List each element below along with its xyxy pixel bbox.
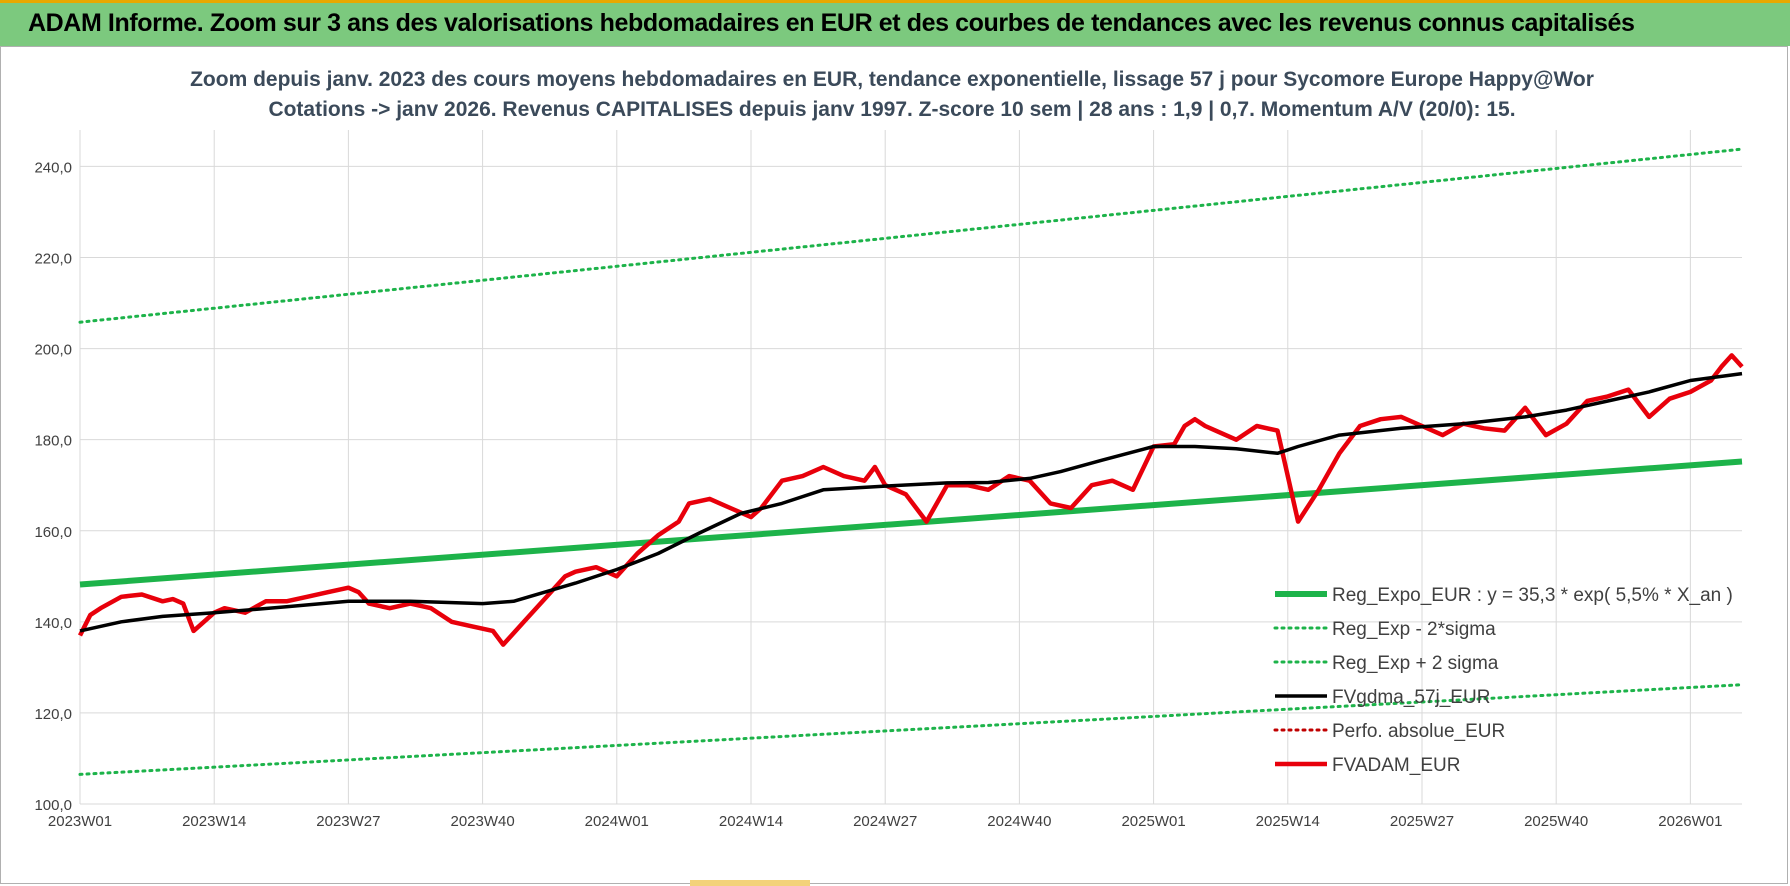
x-tick-label: 2023W40	[450, 813, 514, 830]
x-tick-label: 2024W40	[987, 813, 1051, 830]
series-line-3	[79, 371, 1743, 633]
series-line-2	[78, 147, 1744, 324]
y-tick-label: 140,0	[34, 615, 72, 632]
series-lines	[77, 147, 1744, 776]
x-tick-label: 2024W01	[585, 813, 649, 830]
y-tick-label: 240,0	[34, 159, 72, 176]
legend-label: Reg_Expo_EUR : y = 35,3 * exp( 5,5% * X_…	[1332, 585, 1733, 606]
legend-label: FVgdma_57j_EUR	[1332, 687, 1490, 708]
legend-label: Perfo. absolue_EUR	[1332, 721, 1505, 742]
legend: Reg_Expo_EUR : y = 35,3 * exp( 5,5% * X_…	[1273, 585, 1733, 776]
bottom-accent	[690, 880, 810, 886]
x-tick-label: 2023W27	[316, 813, 380, 830]
y-tick-label: 220,0	[34, 251, 72, 268]
x-tick-label: 2026W01	[1658, 813, 1722, 830]
x-tick-label: 2023W01	[48, 813, 112, 830]
x-tick-label: 2024W27	[853, 813, 917, 830]
y-tick-label: 160,0	[34, 524, 72, 541]
series-line-1	[78, 683, 1744, 776]
x-tick-label: 2025W14	[1256, 813, 1320, 830]
y-tick-label: 120,0	[34, 706, 72, 723]
x-tick-label: 2025W40	[1524, 813, 1588, 830]
y-axis-ticks: 100,0 120,0 140,0 160,0 180,0 200,0 220,0 240,0	[34, 159, 72, 814]
y-tick-label: 100,0	[34, 797, 72, 814]
chart-title: Zoom depuis janv. 2023 des cours moyens …	[190, 68, 1594, 91]
title-banner: ADAM Informe. Zoom sur 3 ans des valoris…	[0, 0, 1790, 46]
x-axis-ticks: 2023W01 2023W14 2023W27 2023W40 2024W01 2024W…	[48, 813, 1723, 830]
y-gridlines	[79, 130, 1742, 805]
x-tick-label: 2024W14	[719, 813, 783, 830]
line-chart: Zoom depuis janv. 2023 des cours moyens …	[34, 68, 1744, 830]
y-tick-label: 200,0	[34, 342, 72, 359]
x-tick-label: 2023W14	[182, 813, 246, 830]
x-tick-label: 2025W27	[1390, 813, 1454, 830]
series-line-0	[79, 458, 1743, 588]
series-line-5	[77, 353, 1744, 647]
chart-frame	[0, 46, 1788, 884]
legend-label: Reg_Exp - 2*sigma	[1332, 619, 1496, 640]
banner-title: ADAM Informe. Zoom sur 3 ans des valoris…	[28, 9, 1635, 37]
x-tick-label: 2025W01	[1121, 813, 1185, 830]
y-tick-label: 180,0	[34, 433, 72, 450]
legend-label: FVADAM_EUR	[1332, 755, 1460, 776]
legend-label: Reg_Exp + 2 sigma	[1332, 653, 1499, 674]
chart-subtitle: Cotations -> janv 2026. Revenus CAPITALI…	[268, 98, 1515, 121]
